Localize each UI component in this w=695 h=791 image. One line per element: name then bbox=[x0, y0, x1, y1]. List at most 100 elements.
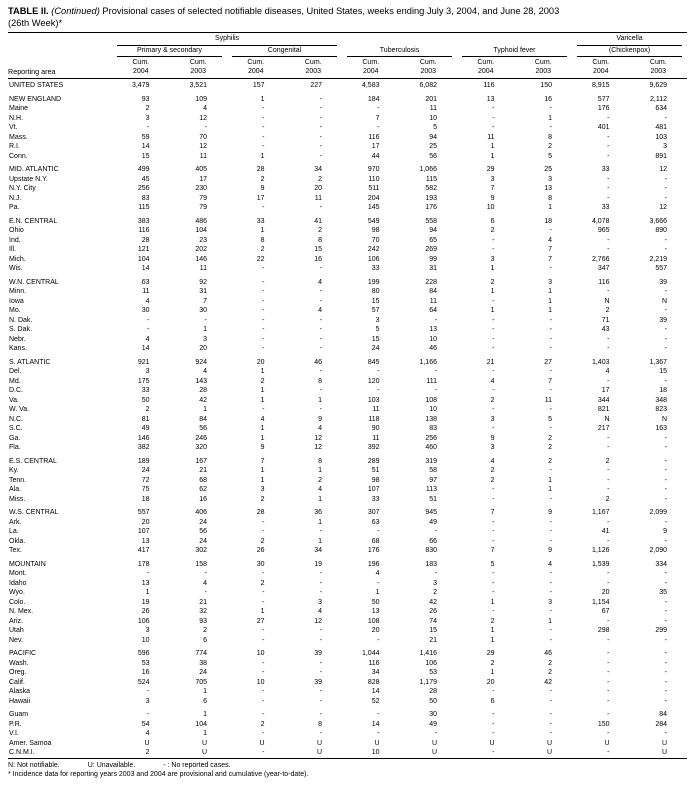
value-cell: N bbox=[661, 297, 668, 305]
reporting-area-cell: Mo. bbox=[9, 307, 21, 314]
value-cell: 8,915 bbox=[591, 82, 610, 89]
table-row: E.N. CENTRAL 383 486 33 41 549 558 6 18 4,078 3,66… bbox=[8, 217, 687, 227]
value-cell: - bbox=[262, 697, 265, 705]
value-cell: 1 bbox=[548, 288, 552, 295]
value-cell: 106 bbox=[137, 617, 150, 625]
reporting-area-cell: Wyo. bbox=[9, 589, 25, 596]
value-cell: 7 bbox=[203, 297, 207, 305]
value-cell: - bbox=[319, 579, 322, 587]
value-cell: 110 bbox=[368, 175, 380, 183]
footnote-not-notifiable: N: Not notifiable. bbox=[8, 761, 60, 769]
value-cell: 167 bbox=[195, 457, 207, 465]
reporting-area-cell: Pa. bbox=[9, 204, 20, 211]
value-cell: 347 bbox=[597, 265, 610, 272]
value-cell: - bbox=[607, 537, 610, 545]
value-cell: - bbox=[607, 711, 610, 718]
value-cell: - bbox=[664, 114, 668, 122]
value-cell: 481 bbox=[655, 124, 668, 131]
value-cell: 2 bbox=[605, 307, 610, 314]
value-cell: 557 bbox=[137, 509, 150, 516]
value-cell: 1 bbox=[375, 589, 380, 596]
reporting-area-cell: P.R. bbox=[9, 720, 22, 728]
value-cell: 11 bbox=[429, 105, 437, 112]
value-cell: - bbox=[492, 316, 495, 324]
value-cell: 320 bbox=[195, 444, 207, 451]
column-header-cum-2004: Cum. 2004 bbox=[572, 57, 630, 79]
table-header: Syphilis Varicella Primary & secondary C… bbox=[8, 32, 688, 79]
value-cell: 16 bbox=[199, 495, 207, 503]
reporting-area-cell: Vt. bbox=[9, 124, 18, 131]
value-cell: 845 bbox=[367, 358, 380, 366]
value-cell: 94 bbox=[429, 133, 437, 141]
value-cell: - bbox=[549, 387, 552, 394]
table-row: Colo. 19 21 - 3 50 42 1 3 1,154 - bbox=[8, 598, 687, 608]
value-cell: - bbox=[262, 307, 265, 314]
reporting-area-cell: N. Mex. bbox=[9, 608, 34, 615]
value-cell: - bbox=[492, 326, 495, 333]
value-cell: 1 bbox=[490, 636, 495, 644]
value-cell: 11 bbox=[487, 133, 495, 141]
value-cell: 1,539 bbox=[591, 560, 610, 568]
value-cell: 138 bbox=[425, 415, 437, 423]
value-cell: 2 bbox=[318, 227, 322, 234]
value-cell: 12 bbox=[314, 617, 322, 625]
value-cell: 20 bbox=[314, 185, 322, 192]
value-cell: - bbox=[664, 730, 668, 737]
value-cell: - bbox=[549, 636, 552, 644]
value-cell: - bbox=[607, 434, 610, 442]
value-cell: 1 bbox=[490, 669, 495, 676]
reporting-area-cell: S. Dak. bbox=[9, 326, 32, 333]
value-cell: 17 bbox=[199, 175, 207, 183]
value-cell: - bbox=[319, 265, 322, 272]
value-cell: 1 bbox=[318, 495, 322, 503]
value-cell: 30 bbox=[199, 307, 207, 314]
table-row: Pa. 115 79 - - 145 176 10 1 33 12 bbox=[8, 203, 687, 213]
value-cell: - bbox=[319, 711, 322, 718]
value-cell: 13 bbox=[141, 537, 150, 545]
value-cell: 1,066 bbox=[419, 166, 437, 173]
column-group-syphilis: Syphilis bbox=[112, 32, 342, 46]
reporting-area-cell: C.N.M.I. bbox=[9, 749, 35, 756]
value-cell: 3 bbox=[490, 415, 495, 423]
value-cell: - bbox=[607, 246, 610, 253]
value-cell: 16 bbox=[141, 669, 150, 676]
value-cell: - bbox=[262, 124, 265, 131]
reporting-area-cell: Ky. bbox=[9, 467, 19, 474]
value-cell: 13 bbox=[429, 326, 437, 333]
value-cell: 12 bbox=[314, 434, 322, 442]
value-cell: 7 bbox=[490, 509, 495, 516]
value-cell: 11 bbox=[544, 396, 552, 404]
mmwr-table-page: TABLE II. (Continued) Provisional cases … bbox=[8, 6, 688, 779]
value-cell: 12 bbox=[314, 444, 322, 451]
value-cell: - bbox=[549, 316, 552, 324]
table-row: Wyo. 1 - - - 1 2 - - 20 35 bbox=[8, 588, 687, 598]
reporting-area-cell: MID. ATLANTIC bbox=[9, 166, 59, 173]
value-cell: - bbox=[607, 749, 610, 756]
value-cell: 2 bbox=[490, 227, 495, 234]
table-row: La. 107 56 - - - - - - 41 9 bbox=[8, 527, 687, 537]
value-cell: - bbox=[549, 518, 552, 526]
header-row-years: Reporting area Cum. 2004 Cum. 2003 Cum. 200… bbox=[8, 57, 688, 79]
reporting-area-cell: Guam bbox=[9, 711, 29, 718]
value-cell: 1 bbox=[203, 326, 207, 333]
column-header-cum-2003: Cum. 2003 bbox=[284, 57, 342, 79]
table-row: MID. ATLANTIC 499 405 28 34 970 1,066 29 25 33 12 bbox=[8, 165, 687, 175]
value-cell: - bbox=[607, 659, 610, 667]
table-title-number: TABLE II. bbox=[8, 6, 49, 16]
reporting-area-cell: Tenn. bbox=[9, 476, 27, 484]
value-cell: - bbox=[434, 570, 437, 577]
table-row: Hawaii 3 6 - - 52 50 6 - - - bbox=[8, 697, 687, 707]
value-cell: 7 bbox=[260, 457, 265, 465]
value-cell: 178 bbox=[137, 560, 150, 568]
value-cell: - bbox=[147, 326, 150, 333]
column-header-cum-2003: Cum. 2003 bbox=[169, 57, 227, 79]
column-header-cum-2004: Cum. 2004 bbox=[112, 57, 170, 79]
reporting-area-cell: Hawaii bbox=[9, 697, 31, 705]
value-cell: 9 bbox=[260, 185, 265, 192]
value-cell: 8 bbox=[548, 133, 552, 141]
value-cell: 31 bbox=[429, 265, 437, 272]
value-cell: 63 bbox=[371, 518, 380, 526]
value-cell: 9 bbox=[663, 528, 668, 535]
reporting-area-cell: Alaska bbox=[9, 688, 31, 695]
value-cell: 1 bbox=[490, 598, 495, 606]
